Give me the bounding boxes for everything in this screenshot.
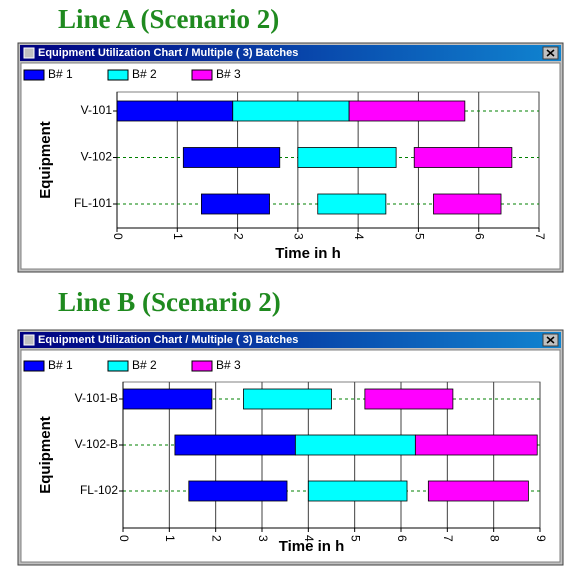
x-axis-label: Time in h — [275, 245, 341, 262]
bar — [243, 388, 332, 410]
window-icon — [23, 47, 35, 59]
bar — [317, 193, 387, 215]
legend-swatch — [23, 69, 45, 81]
bar — [433, 193, 502, 215]
y-tick-label: FL-102 — [80, 483, 118, 497]
x-tick-label: 7 — [533, 233, 547, 240]
x-tick-label: 0 — [117, 535, 131, 542]
legend-label: B# 1 — [48, 67, 73, 81]
bar — [188, 480, 288, 502]
title-bar — [20, 332, 561, 348]
bar — [116, 100, 234, 122]
x-tick-label: 4 — [302, 535, 316, 542]
bar — [348, 100, 466, 122]
y-tick-label: FL-101 — [74, 196, 112, 210]
bar — [307, 480, 408, 502]
bar — [297, 147, 397, 168]
bar — [413, 147, 513, 168]
x-tick-label: 0 — [111, 233, 125, 240]
x-tick-label: 2 — [231, 233, 245, 240]
bar — [414, 434, 538, 456]
window-title: Equipment Utilization Chart / Multiple (… — [38, 47, 298, 59]
bar — [174, 434, 296, 456]
y-tick-label: V-102 — [81, 150, 113, 164]
legend-swatch — [107, 360, 129, 372]
heading: Line B (Scenario 2) — [58, 287, 281, 317]
x-tick-label: 1 — [163, 535, 177, 542]
x-tick-label: 5 — [348, 535, 362, 542]
y-axis-label: Equipment — [37, 121, 54, 199]
legend-swatch — [191, 360, 213, 372]
y-tick-label: V-102-B — [75, 437, 118, 451]
window-title: Equipment Utilization Chart / Multiple (… — [38, 334, 298, 346]
x-tick-label: 3 — [256, 535, 270, 542]
legend-label: B# 2 — [132, 67, 157, 81]
x-tick-label: 5 — [412, 233, 426, 240]
y-axis-label: Equipment — [37, 416, 54, 494]
bar — [364, 388, 454, 410]
legend-label: B# 3 — [216, 67, 241, 81]
x-tick-label: 8 — [487, 535, 501, 542]
window-icon — [23, 334, 35, 346]
bar — [200, 193, 270, 215]
x-tick-label: 3 — [292, 233, 306, 240]
x-tick-label: 9 — [534, 535, 548, 542]
legend-label: B# 1 — [48, 358, 73, 372]
title-bar — [20, 45, 561, 61]
close-icon — [546, 49, 555, 57]
y-tick-label: V-101-B — [75, 391, 118, 405]
x-tick-label: 4 — [352, 233, 366, 240]
x-tick-label: 1 — [171, 233, 185, 240]
bar — [232, 100, 350, 122]
x-tick-label: 6 — [395, 535, 409, 542]
legend-swatch — [107, 69, 129, 81]
bar — [427, 480, 529, 502]
y-tick-label: V-101 — [81, 103, 113, 117]
legend-swatch — [191, 69, 213, 81]
close-icon — [546, 336, 555, 344]
x-axis-label: Time in h — [279, 538, 345, 555]
x-tick-label: 2 — [209, 535, 223, 542]
bar — [122, 388, 213, 410]
heading: Line A (Scenario 2) — [58, 4, 279, 34]
bar — [294, 434, 416, 456]
bar — [182, 147, 281, 168]
x-tick-label: 7 — [441, 535, 455, 542]
legend-label: B# 2 — [132, 358, 157, 372]
legend-swatch — [23, 360, 45, 372]
legend-label: B# 3 — [216, 358, 241, 372]
x-tick-label: 6 — [473, 233, 487, 240]
